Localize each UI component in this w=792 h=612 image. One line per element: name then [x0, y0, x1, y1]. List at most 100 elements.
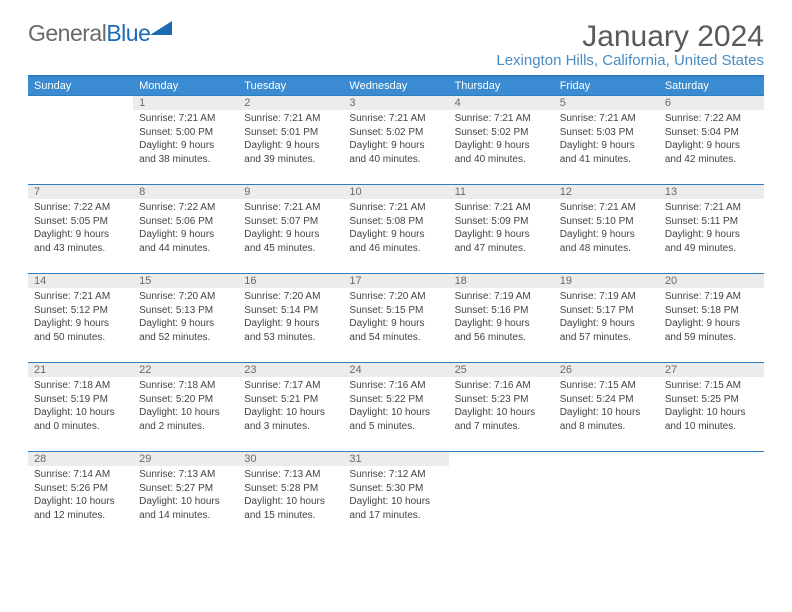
sunrise-text: Sunrise: 7:22 AM [139, 201, 232, 215]
day-body: Sunrise: 7:19 AMSunset: 5:17 PMDaylight:… [554, 288, 659, 348]
daylight-text: Daylight: 10 hours and 14 minutes. [139, 495, 232, 522]
brand-part1: General [28, 20, 106, 46]
daylight-text: Daylight: 10 hours and 0 minutes. [34, 406, 127, 433]
brand-logo: GeneralBlue [28, 20, 172, 47]
calendar-cell: 15Sunrise: 7:20 AMSunset: 5:13 PMDayligh… [133, 274, 238, 363]
day-body: Sunrise: 7:22 AMSunset: 5:05 PMDaylight:… [28, 199, 133, 259]
sunrise-text: Sunrise: 7:21 AM [349, 201, 442, 215]
day-number: 6 [659, 96, 764, 110]
sunset-text: Sunset: 5:12 PM [34, 304, 127, 318]
calendar-cell [554, 452, 659, 541]
day-number: 26 [554, 363, 659, 377]
sunset-text: Sunset: 5:02 PM [349, 126, 442, 140]
sunset-text: Sunset: 5:14 PM [244, 304, 337, 318]
day-body: Sunrise: 7:20 AMSunset: 5:15 PMDaylight:… [343, 288, 448, 348]
sunrise-text: Sunrise: 7:21 AM [349, 112, 442, 126]
weekday-header: Friday [554, 76, 659, 96]
daylight-text: Daylight: 10 hours and 3 minutes. [244, 406, 337, 433]
calendar-cell: 23Sunrise: 7:17 AMSunset: 5:21 PMDayligh… [238, 363, 343, 452]
calendar-cell: 20Sunrise: 7:19 AMSunset: 5:18 PMDayligh… [659, 274, 764, 363]
day-number: 28 [28, 452, 133, 466]
day-body: Sunrise: 7:21 AMSunset: 5:08 PMDaylight:… [343, 199, 448, 259]
daylight-text: Daylight: 9 hours and 49 minutes. [665, 228, 758, 255]
day-body: Sunrise: 7:18 AMSunset: 5:19 PMDaylight:… [28, 377, 133, 437]
day-number: 5 [554, 96, 659, 110]
sunrise-text: Sunrise: 7:20 AM [244, 290, 337, 304]
day-number: 31 [343, 452, 448, 466]
day-body: Sunrise: 7:21 AMSunset: 5:02 PMDaylight:… [343, 110, 448, 170]
day-body: Sunrise: 7:22 AMSunset: 5:06 PMDaylight:… [133, 199, 238, 259]
day-number: 7 [28, 185, 133, 199]
day-number: 11 [449, 185, 554, 199]
day-body: Sunrise: 7:19 AMSunset: 5:18 PMDaylight:… [659, 288, 764, 348]
sunset-text: Sunset: 5:13 PM [139, 304, 232, 318]
calendar-cell: 25Sunrise: 7:16 AMSunset: 5:23 PMDayligh… [449, 363, 554, 452]
daylight-text: Daylight: 9 hours and 38 minutes. [139, 139, 232, 166]
daylight-text: Daylight: 10 hours and 17 minutes. [349, 495, 442, 522]
day-number: 13 [659, 185, 764, 199]
weekday-header: Thursday [449, 76, 554, 96]
day-body: Sunrise: 7:17 AMSunset: 5:21 PMDaylight:… [238, 377, 343, 437]
weekday-header: Tuesday [238, 76, 343, 96]
day-body: Sunrise: 7:21 AMSunset: 5:12 PMDaylight:… [28, 288, 133, 348]
sunrise-text: Sunrise: 7:15 AM [665, 379, 758, 393]
day-body: Sunrise: 7:16 AMSunset: 5:23 PMDaylight:… [449, 377, 554, 437]
day-body: Sunrise: 7:21 AMSunset: 5:00 PMDaylight:… [133, 110, 238, 170]
calendar-body: 1Sunrise: 7:21 AMSunset: 5:00 PMDaylight… [28, 96, 764, 541]
daylight-text: Daylight: 9 hours and 57 minutes. [560, 317, 653, 344]
calendar-cell: 10Sunrise: 7:21 AMSunset: 5:08 PMDayligh… [343, 185, 448, 274]
sunrise-text: Sunrise: 7:21 AM [560, 112, 653, 126]
sunset-text: Sunset: 5:25 PM [665, 393, 758, 407]
daylight-text: Daylight: 9 hours and 56 minutes. [455, 317, 548, 344]
daylight-text: Daylight: 10 hours and 8 minutes. [560, 406, 653, 433]
calendar-cell: 16Sunrise: 7:20 AMSunset: 5:14 PMDayligh… [238, 274, 343, 363]
calendar-cell: 7Sunrise: 7:22 AMSunset: 5:05 PMDaylight… [28, 185, 133, 274]
calendar-cell: 21Sunrise: 7:18 AMSunset: 5:19 PMDayligh… [28, 363, 133, 452]
sunset-text: Sunset: 5:07 PM [244, 215, 337, 229]
calendar-cell: 19Sunrise: 7:19 AMSunset: 5:17 PMDayligh… [554, 274, 659, 363]
calendar-cell [449, 452, 554, 541]
sunrise-text: Sunrise: 7:21 AM [244, 201, 337, 215]
calendar-cell: 26Sunrise: 7:15 AMSunset: 5:24 PMDayligh… [554, 363, 659, 452]
sunset-text: Sunset: 5:11 PM [665, 215, 758, 229]
daylight-text: Daylight: 9 hours and 43 minutes. [34, 228, 127, 255]
sunrise-text: Sunrise: 7:21 AM [560, 201, 653, 215]
sunset-text: Sunset: 5:28 PM [244, 482, 337, 496]
sunrise-text: Sunrise: 7:20 AM [139, 290, 232, 304]
location-text: Lexington Hills, California, United Stat… [496, 52, 764, 69]
calendar-cell: 9Sunrise: 7:21 AMSunset: 5:07 PMDaylight… [238, 185, 343, 274]
calendar-week: 14Sunrise: 7:21 AMSunset: 5:12 PMDayligh… [28, 274, 764, 363]
day-number: 20 [659, 274, 764, 288]
daylight-text: Daylight: 10 hours and 15 minutes. [244, 495, 337, 522]
sunrise-text: Sunrise: 7:20 AM [349, 290, 442, 304]
day-number: 17 [343, 274, 448, 288]
sunrise-text: Sunrise: 7:12 AM [349, 468, 442, 482]
daylight-text: Daylight: 9 hours and 39 minutes. [244, 139, 337, 166]
sunset-text: Sunset: 5:23 PM [455, 393, 548, 407]
daylight-text: Daylight: 10 hours and 12 minutes. [34, 495, 127, 522]
day-body: Sunrise: 7:14 AMSunset: 5:26 PMDaylight:… [28, 466, 133, 526]
title-block: January 2024 Lexington Hills, California… [496, 20, 764, 69]
sunset-text: Sunset: 5:08 PM [349, 215, 442, 229]
day-number: 8 [133, 185, 238, 199]
sunset-text: Sunset: 5:17 PM [560, 304, 653, 318]
sunrise-text: Sunrise: 7:21 AM [455, 112, 548, 126]
calendar-cell: 12Sunrise: 7:21 AMSunset: 5:10 PMDayligh… [554, 185, 659, 274]
weekday-header: Wednesday [343, 76, 448, 96]
day-number: 4 [449, 96, 554, 110]
calendar-cell: 18Sunrise: 7:19 AMSunset: 5:16 PMDayligh… [449, 274, 554, 363]
day-body: Sunrise: 7:18 AMSunset: 5:20 PMDaylight:… [133, 377, 238, 437]
daylight-text: Daylight: 9 hours and 50 minutes. [34, 317, 127, 344]
sunset-text: Sunset: 5:21 PM [244, 393, 337, 407]
sunset-text: Sunset: 5:04 PM [665, 126, 758, 140]
calendar-cell [28, 96, 133, 185]
day-number: 30 [238, 452, 343, 466]
sunset-text: Sunset: 5:10 PM [560, 215, 653, 229]
day-number: 24 [343, 363, 448, 377]
sunset-text: Sunset: 5:02 PM [455, 126, 548, 140]
calendar-cell: 5Sunrise: 7:21 AMSunset: 5:03 PMDaylight… [554, 96, 659, 185]
day-number: 25 [449, 363, 554, 377]
daylight-text: Daylight: 9 hours and 40 minutes. [455, 139, 548, 166]
header-row: GeneralBlue January 2024 Lexington Hills… [28, 20, 764, 69]
sunset-text: Sunset: 5:18 PM [665, 304, 758, 318]
